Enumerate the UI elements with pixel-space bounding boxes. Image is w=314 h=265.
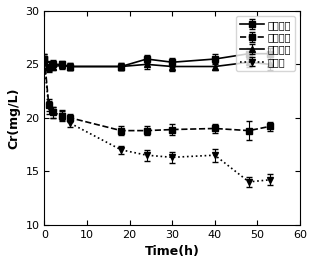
Legend: 空白对照, 生物对照, 化学对照, 实验组: 空白对照, 生物对照, 化学对照, 实验组 — [236, 16, 295, 71]
Y-axis label: Cr(mg/L): Cr(mg/L) — [7, 87, 20, 149]
X-axis label: Time(h): Time(h) — [145, 245, 200, 258]
